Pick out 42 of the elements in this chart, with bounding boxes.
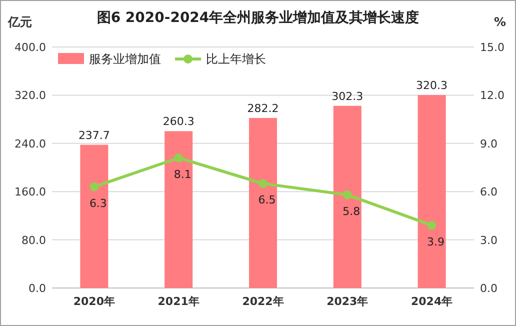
- point: [174, 153, 184, 162]
- data-label: 5.8: [342, 204, 360, 218]
- y2-axis-title: %: [494, 15, 506, 29]
- data-label: 237.7: [78, 128, 110, 142]
- data-label: 302.3: [332, 90, 364, 103]
- point: [427, 220, 436, 230]
- x-tick-label: 2024年: [410, 295, 453, 308]
- bar: [164, 131, 193, 288]
- y2-tick-label: 0.0: [480, 282, 498, 295]
- y-tick-label: 80.0: [22, 234, 46, 247]
- bar: [80, 144, 108, 288]
- y2-tick-label: 15.0: [480, 41, 504, 54]
- x-tick-label: 2023年: [326, 295, 368, 308]
- y-tick-label: 400.0: [14, 41, 46, 54]
- chart-title: 图6 2020-2024年全州服务业增加值及其增长速度: [96, 9, 420, 26]
- y-tick-label: 320.0: [14, 89, 46, 102]
- y2-tick-label: 3.0: [480, 234, 498, 247]
- y2-tick-label: 12.0: [480, 89, 504, 102]
- y-tick-label: 240.0: [14, 137, 46, 150]
- point: [258, 179, 268, 188]
- data-label: 320.3: [416, 79, 448, 92]
- bar: [418, 95, 446, 288]
- y2-tick-label: 9.0: [480, 137, 498, 150]
- data-label: 8.1: [174, 168, 192, 181]
- y-tick-label: 0.0: [28, 282, 46, 295]
- x-tick-label: 2021年: [158, 295, 200, 308]
- y-tick-label: 160.0: [14, 186, 46, 199]
- data-label: 260.3: [162, 115, 194, 128]
- point: [342, 190, 352, 200]
- bar: [249, 118, 277, 288]
- x-tick-label: 2022年: [242, 295, 284, 308]
- bar: [333, 106, 362, 288]
- point: [90, 182, 99, 192]
- y-axis-title: 亿元: [7, 15, 32, 29]
- y2-tick-label: 6.0: [480, 186, 498, 199]
- legend-label: 比上年增长: [206, 52, 266, 66]
- legend-label: 服务业增加值: [89, 52, 161, 66]
- data-label: 3.9: [427, 235, 445, 248]
- data-label: 6.5: [258, 194, 276, 207]
- x-tick-label: 2020年: [73, 295, 116, 308]
- data-label: 282.2: [247, 102, 279, 115]
- data-label: 6.3: [89, 196, 107, 210]
